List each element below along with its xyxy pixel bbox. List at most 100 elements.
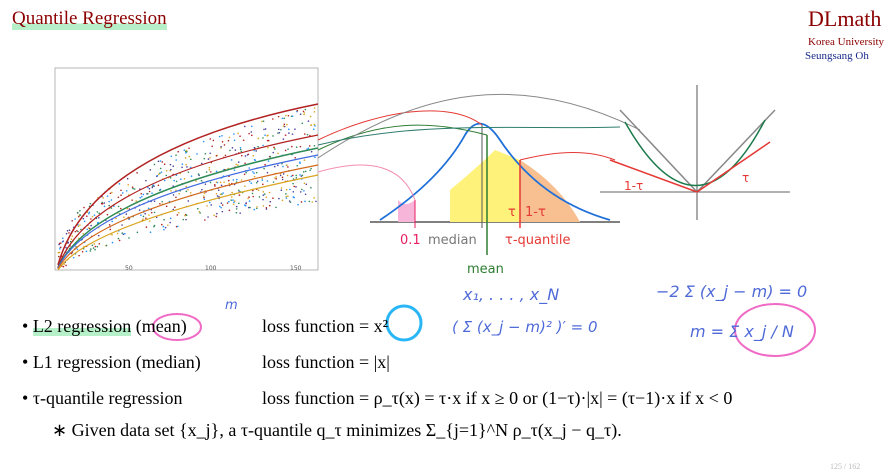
- scatter-dot: [86, 215, 88, 218]
- scatter-dot: [208, 169, 211, 171]
- scatter-dot: [170, 168, 172, 171]
- scatter-dot: [169, 163, 172, 166]
- scatter-dot: [235, 178, 238, 181]
- scatter-dot: [165, 169, 168, 172]
- scatter-dot: [280, 189, 283, 192]
- bullet-paren: (median): [135, 352, 201, 372]
- scatter-dot: [117, 196, 120, 199]
- scatter-dot: [291, 133, 294, 135]
- scatter-dot: [257, 145, 259, 148]
- scatter-dot: [282, 138, 285, 140]
- scatter-dot: [88, 212, 90, 215]
- scatter-dot: [92, 247, 95, 249]
- scatter-dot: [101, 201, 103, 204]
- scatter-dot: [103, 202, 106, 204]
- scatter-dot: [126, 177, 129, 180]
- scatter-dot: [74, 230, 77, 233]
- scatter-dot: [248, 180, 251, 183]
- scatter-dot: [233, 200, 236, 202]
- scatter-dot: [305, 183, 308, 186]
- scatter-dot: [264, 134, 266, 136]
- scatter-dot: [77, 215, 80, 218]
- scatter-dot: [314, 125, 316, 127]
- scatter-dot: [230, 199, 233, 201]
- scatter-dot: [273, 165, 276, 168]
- scatter-dot: [257, 137, 260, 140]
- scatter-dot: [211, 145, 213, 148]
- scatter-dot: [296, 109, 299, 112]
- scatter-dot: [204, 183, 207, 185]
- scatter-dot: [244, 125, 246, 128]
- scatter-dot: [141, 195, 143, 198]
- scatter-dot: [256, 206, 258, 208]
- scatter-dot: [162, 225, 165, 228]
- scatter-dot: [117, 237, 120, 240]
- scatter-dot: [286, 174, 289, 177]
- scatter-dot: [299, 174, 301, 176]
- scatter-dot: [252, 195, 254, 198]
- loss: loss function = x²: [262, 316, 389, 336]
- scatter-dot: [98, 212, 100, 215]
- scatter-dot: [208, 201, 211, 204]
- scatter-dot: [118, 183, 121, 185]
- scatter-dot: [223, 181, 225, 184]
- scatter-dot: [65, 264, 67, 267]
- scatter-dot: [148, 214, 150, 216]
- scatter-dot: [266, 171, 269, 174]
- scatter-dot: [153, 224, 156, 227]
- scatter-dot: [128, 218, 130, 220]
- scatter-dot: [262, 144, 264, 147]
- scatter-dot: [303, 113, 305, 116]
- scatter-dot: [292, 191, 295, 193]
- scatter-dot: [265, 206, 268, 209]
- scatter-dot: [257, 189, 260, 192]
- scatter-dot: [240, 154, 243, 157]
- scatter-dot: [237, 132, 239, 135]
- scatter-dot: [200, 162, 203, 165]
- scatter-dot: [185, 214, 188, 216]
- scatter-dot: [282, 125, 285, 127]
- scatter-dot: [198, 210, 201, 213]
- scatter-dot: [267, 160, 270, 162]
- scatter-dot: [175, 196, 177, 199]
- scatter-dot: [283, 117, 286, 120]
- scatter-dot: [232, 199, 234, 201]
- scatter-dot: [275, 178, 277, 180]
- scatter-dot: [274, 148, 276, 150]
- scatter-dot: [290, 175, 293, 178]
- scatter-dot: [59, 246, 62, 249]
- scatter-dot: [300, 201, 303, 203]
- scatter-dot: [277, 115, 280, 118]
- scatter-dot: [181, 166, 183, 169]
- scatter-dot: [309, 115, 312, 118]
- scatter-dot: [185, 185, 188, 188]
- scatter-dot: [289, 188, 291, 191]
- scatter-dot: [227, 179, 230, 182]
- title: Quantile Regression: [12, 8, 167, 30]
- scatter-dot: [175, 159, 178, 161]
- scatter-dot: [121, 192, 124, 194]
- scatter-dot: [131, 186, 134, 188]
- label: τ: [508, 205, 516, 220]
- scatter-dot: [153, 200, 156, 202]
- scatter-dot: [110, 199, 113, 201]
- scatter-dot: [71, 235, 74, 237]
- scatter-dot: [172, 194, 175, 196]
- scatter-dot: [291, 145, 293, 148]
- scatter-dot: [110, 207, 113, 209]
- scatter-dot: [202, 140, 205, 143]
- scatter-dot: [265, 208, 268, 210]
- scatter-dot: [145, 179, 147, 182]
- scatter-dot: [176, 225, 179, 228]
- scatter-dot: [203, 192, 206, 195]
- scatter-dot: [209, 171, 212, 173]
- scatter-dot: [77, 230, 79, 233]
- scatter-dot: [307, 120, 310, 122]
- scatter-dot: [273, 146, 275, 149]
- scatter-dot: [221, 204, 224, 206]
- scatter-dot: [294, 128, 296, 131]
- scatter-dot: [153, 185, 155, 187]
- scatter-dot: [113, 205, 115, 207]
- scatter-dot: [98, 242, 101, 245]
- scatter-dot: [297, 203, 299, 206]
